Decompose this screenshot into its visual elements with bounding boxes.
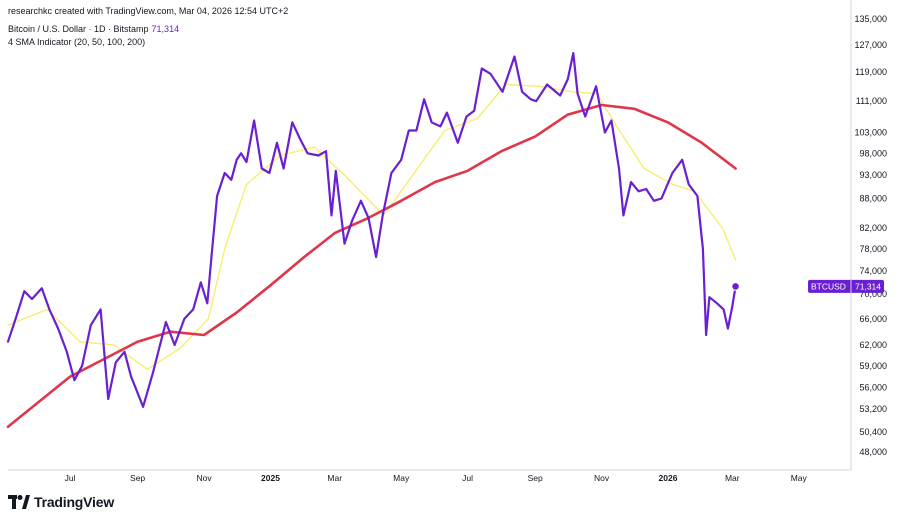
- last-price-inline: 71,314: [151, 24, 180, 34]
- symbol-title: Bitcoin / U.S. Dollar · 1D · Bitstamp 71,…: [8, 24, 179, 34]
- y-tick-label: 50,400: [859, 427, 887, 437]
- symbol-name: Bitcoin / U.S. Dollar · 1D · Bitstamp: [8, 24, 149, 34]
- x-tick-label: Sep: [528, 473, 543, 483]
- y-tick-label: 98,000: [859, 148, 887, 158]
- y-tick-label: 119,000: [855, 67, 887, 77]
- y-tick-label: 70,000: [859, 289, 887, 299]
- x-tick-label: May: [791, 473, 808, 483]
- x-tick-label: May: [393, 473, 410, 483]
- x-tick-label: Jul: [462, 473, 473, 483]
- x-tick-label: 2025: [261, 473, 280, 483]
- last-price-dot: [731, 282, 740, 291]
- x-tick-label: 2026: [659, 473, 678, 483]
- y-tick-label: 93,000: [859, 170, 887, 180]
- y-tick-label: 59,000: [859, 361, 887, 371]
- last-price-marker: BTCUSD 71,314: [731, 279, 884, 293]
- tradingview-logo-icon: [8, 495, 30, 509]
- chart-credit: researchkc created with TradingView.com,…: [8, 6, 289, 16]
- y-tick-label: 74,000: [859, 266, 887, 276]
- indicator-legend: 4 SMA Indicator (20, 50, 100, 200): [8, 37, 146, 47]
- sma_fast-line: [7, 83, 737, 370]
- x-tick-label: Nov: [196, 473, 212, 483]
- y-tick-label: 78,000: [859, 244, 887, 254]
- y-tick-label: 66,000: [859, 314, 887, 324]
- tradingview-logo-text: TradingView: [34, 494, 115, 510]
- chart-series: [6, 52, 737, 429]
- x-axis: Jul Sep Nov 2025 Mar May Jul Sep Nov 2026 Mar May: [65, 473, 808, 483]
- sma_slow-line: [6, 103, 737, 429]
- y-tick-label: 88,000: [859, 193, 887, 203]
- price-line: [6, 52, 737, 408]
- price-axis-symbol: BTCUSD: [811, 281, 846, 291]
- y-tick-label: 82,000: [859, 223, 887, 233]
- x-tick-label: Mar: [725, 473, 740, 483]
- y-tick-label: 135,000: [854, 14, 887, 24]
- x-tick-label: Mar: [327, 473, 342, 483]
- y-tick-label: 53,200: [859, 404, 887, 414]
- y-tick-label: 103,000: [854, 127, 887, 137]
- x-tick-label: Jul: [65, 473, 76, 483]
- tradingview-logo[interactable]: TradingView: [8, 494, 114, 510]
- x-tick-label: Sep: [130, 473, 145, 483]
- x-tick-label: Nov: [594, 473, 610, 483]
- y-tick-label: 127,000: [854, 40, 887, 50]
- y-tick-label: 56,000: [859, 383, 887, 393]
- price-axis-value: 71,314: [855, 281, 881, 291]
- y-tick-label: 48,000: [859, 447, 887, 457]
- y-tick-label: 62,000: [859, 340, 887, 350]
- y-axis: 135,000 127,000 119,000 111,000 103,000 98,00…: [854, 14, 887, 457]
- price-axis-tag: [808, 279, 884, 293]
- y-tick-label: 111,000: [856, 96, 887, 106]
